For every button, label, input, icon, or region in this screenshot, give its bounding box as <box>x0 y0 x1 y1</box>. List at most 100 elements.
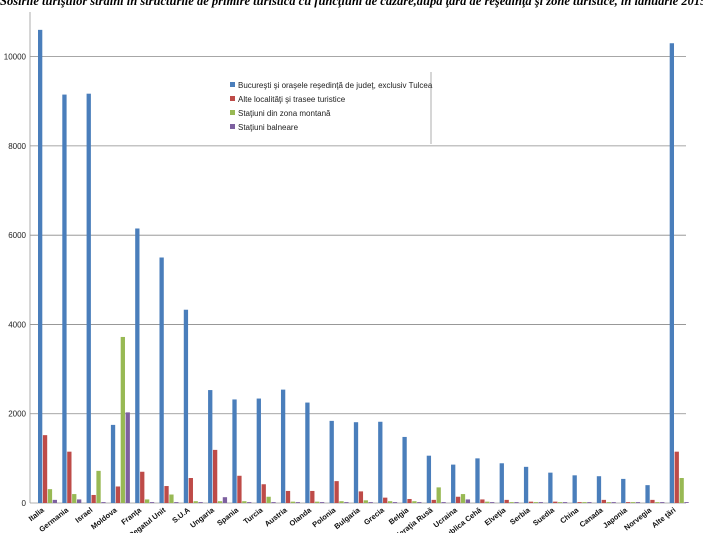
category-label: Austria <box>263 505 290 529</box>
bar <box>548 472 553 503</box>
y-tick-label: 4000 <box>8 320 26 329</box>
legend-swatch <box>230 82 235 87</box>
bar <box>280 389 286 503</box>
bar <box>353 422 359 503</box>
bar <box>86 93 91 504</box>
bar <box>465 499 471 503</box>
bar <box>504 499 509 503</box>
y-axis: 0 2000 4000 6000 8000 10000 <box>4 12 31 508</box>
category-label: Alte ţări <box>650 505 678 529</box>
bar <box>247 502 252 503</box>
bar <box>611 502 616 503</box>
bar <box>621 478 626 503</box>
bar <box>271 502 276 503</box>
category-label: Elveţia <box>483 505 508 527</box>
category-label: Grecia <box>362 505 387 527</box>
bar <box>383 497 388 503</box>
bar <box>601 499 607 503</box>
bar <box>242 501 247 503</box>
bar <box>222 497 228 503</box>
bar <box>305 402 310 503</box>
bar <box>485 501 490 503</box>
bar <box>295 502 300 503</box>
bar <box>52 499 57 503</box>
bar <box>402 436 407 503</box>
y-tick-label: 2000 <box>8 410 26 419</box>
category-label: Olanda <box>287 505 313 528</box>
legend-label: Staţiuni balneare <box>238 123 299 132</box>
bar <box>149 502 155 503</box>
category-label: Ungaria <box>188 505 216 530</box>
legend-label: Bucureşti şi oraşele reşedinţă de judeţ,… <box>238 81 433 90</box>
bar <box>198 502 203 503</box>
bar <box>387 501 393 503</box>
bar <box>319 502 325 503</box>
bar <box>635 502 641 503</box>
bar <box>606 502 611 503</box>
bar <box>135 228 140 503</box>
legend-swatch <box>230 124 235 129</box>
bar <box>232 399 237 503</box>
category-label: Serbia <box>508 505 532 527</box>
bar <box>480 499 485 503</box>
bar <box>679 478 684 503</box>
bar <box>169 494 174 503</box>
category-label: Bulgaria <box>332 505 362 531</box>
bar <box>538 502 543 503</box>
bar <box>67 451 72 503</box>
bar <box>101 502 106 503</box>
bar <box>475 458 480 503</box>
bar <box>499 463 504 503</box>
bar <box>159 257 164 503</box>
bar <box>144 499 150 503</box>
bar <box>431 499 436 503</box>
bar <box>514 502 519 503</box>
bar <box>329 420 334 503</box>
bar <box>533 502 539 503</box>
category-label: Moldova <box>89 505 119 531</box>
bar <box>91 494 96 503</box>
legend-swatch <box>230 110 235 115</box>
bar <box>426 455 432 503</box>
bar <box>261 484 266 503</box>
bar <box>674 451 679 503</box>
bar <box>125 412 130 503</box>
bar <box>174 502 179 503</box>
category-label: Canada <box>578 505 606 529</box>
bar <box>582 502 587 503</box>
bar <box>630 502 636 503</box>
bar <box>315 501 320 503</box>
legend: Bucureşti şi oraşele reşedinţă de judeţ,… <box>230 72 433 144</box>
bar <box>358 491 364 503</box>
bar <box>183 309 189 503</box>
bar <box>650 499 655 503</box>
bar <box>460 494 466 503</box>
bar <box>528 501 534 503</box>
bar <box>392 502 398 503</box>
bar <box>120 336 125 503</box>
bar <box>509 502 514 503</box>
bar <box>188 478 193 503</box>
bar <box>441 502 446 503</box>
legend-swatch <box>230 96 235 101</box>
bar <box>412 501 417 503</box>
bar <box>645 485 650 503</box>
bar <box>417 502 422 503</box>
bar <box>577 502 582 503</box>
bar <box>237 475 242 503</box>
bar <box>256 398 261 503</box>
bar <box>490 502 495 503</box>
category-label: Norvegia <box>622 505 653 532</box>
bar <box>655 502 660 503</box>
bar <box>208 390 213 503</box>
bar <box>407 498 412 503</box>
bar <box>669 43 675 503</box>
bar <box>363 500 368 503</box>
bar <box>558 502 563 503</box>
bar <box>562 502 568 503</box>
bar <box>684 502 689 503</box>
y-tick-label: 0 <box>22 499 27 508</box>
bar <box>339 501 344 503</box>
bar <box>96 470 101 503</box>
